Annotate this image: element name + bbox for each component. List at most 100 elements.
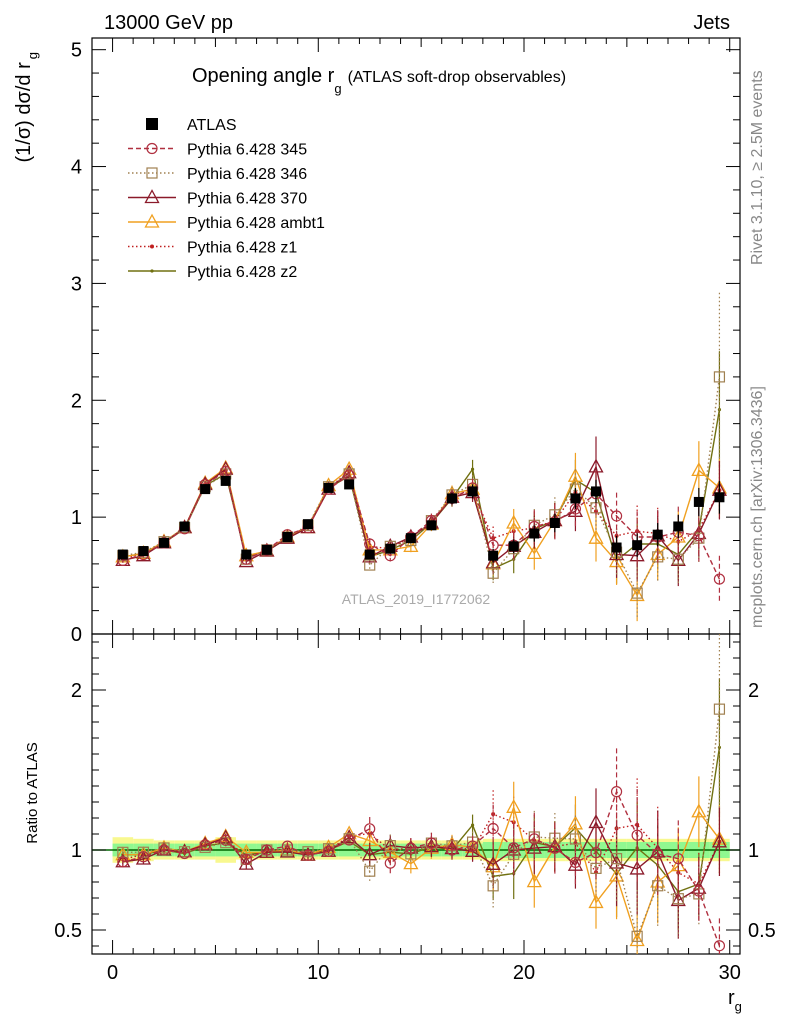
atlas-data-point <box>117 549 128 560</box>
ratio-data-point-pythia-6-428-346 <box>384 840 396 852</box>
atlas-data-point <box>447 493 457 504</box>
ratio-data-point-pythia-6-428-346 <box>487 880 499 892</box>
atlas-data-point <box>179 521 190 532</box>
ratio-data-point-pythia-6-428-345 <box>508 842 520 854</box>
x-label-text: r <box>728 987 735 1009</box>
ratio-panel-frame <box>91 633 741 955</box>
legend-marker-atlas <box>146 118 158 130</box>
atlas-data-point <box>405 533 416 544</box>
data-point-pythia-6-428-346 <box>631 587 643 599</box>
ratio-data-point-pythia-6-428-345 <box>652 848 664 860</box>
ratio-series-line-pythia-6-428-ambt1 <box>122 804 720 943</box>
ratio-data-point-pythia-6-428-345 <box>487 822 499 835</box>
ratio-data-point-pythia-6-428-345 <box>384 857 396 869</box>
ratio-data-point-pythia-6-428-ambt1 <box>629 932 645 947</box>
data-point-pythia-6-428-370 <box>608 546 625 561</box>
legend-marker-pythia-6-428-345 <box>146 142 158 155</box>
ratio-y-tick-label: 0.5 <box>54 920 82 942</box>
atlas-data-point <box>261 544 272 555</box>
title-sub: g <box>334 81 341 96</box>
x-tick-label: 10 <box>307 962 329 984</box>
atlas-data-point <box>385 543 396 554</box>
legend-marker-pythia-6-428-z1 <box>150 244 154 249</box>
ratio-data-point-pythia-6-428-345 <box>261 844 273 856</box>
mcplots-label: mcplots.cern.ch [arXiv:1306.3436] <box>749 386 766 628</box>
ratio-data-point-pythia-6-428-345 <box>631 829 643 841</box>
main-y-label-sub: g <box>25 52 40 59</box>
ratio-data-point-pythia-6-428-345 <box>425 837 438 849</box>
atlas-data-point <box>632 540 643 551</box>
legend-label-pythia-6-428-370: Pythia 6.428 370 <box>187 191 307 208</box>
data-point-pythia-6-428-ambt1 <box>526 544 542 560</box>
plot-title: Opening angle rg (ATLAS soft-drop observa… <box>192 65 566 96</box>
data-point-pythia-6-428-ambt1 <box>691 462 707 477</box>
data-point-pythia-6-428-345 <box>610 510 623 522</box>
ratio-data-point-pythia-6-428-345 <box>569 856 582 869</box>
atlas-data-point <box>303 519 313 530</box>
main-y-axis-label: (1/σ) dσ/d r g <box>13 52 40 163</box>
ratio-data-point-pythia-6-428-345 <box>302 849 314 861</box>
atlas-data-point <box>241 549 252 560</box>
data-point-pythia-6-428-z2 <box>470 467 475 471</box>
ratio-data-point-pythia-6-428-ambt1 <box>526 873 542 888</box>
legend-marker-pythia-6-428-370 <box>144 189 160 204</box>
ratio-data-point-pythia-6-428-370 <box>567 856 584 871</box>
atlas-data-point <box>220 475 231 486</box>
ratio-data-point-pythia-6-428-ambt1 <box>506 798 522 813</box>
main-y-tick-label: 2 <box>71 390 82 412</box>
legend-label-pythia-6-428-z1: Pythia 6.428 z1 <box>187 240 297 257</box>
ratio-series-line-pythia-6-428-370 <box>122 820 721 902</box>
atlas-data-point <box>282 532 293 543</box>
ratio-data-point-pythia-6-428-345 <box>610 786 623 798</box>
ratio-data-point-pythia-6-428-346 <box>631 930 643 942</box>
ratio-data-point-pythia-6-428-345 <box>240 853 252 866</box>
ratio-data-point-pythia-6-428-ambt1 <box>403 855 419 870</box>
data-point-pythia-6-428-345 <box>693 530 705 542</box>
ratio-data-point-pythia-6-428-345 <box>117 856 129 868</box>
ratio-series-line-pythia-6-428-346 <box>122 709 721 939</box>
ratio-y-tick-label-right: 2 <box>748 680 759 702</box>
series-line-pythia-6-428-z1 <box>122 469 721 560</box>
atlas-data-point <box>508 541 519 552</box>
atlas-data-point <box>138 546 149 557</box>
axes-ticks: 0 1 2 3 4 5 0 10 20 30 0.5 0.5 1 1 2 2 <box>54 38 776 984</box>
ratio-y-tick-label: 2 <box>71 680 82 702</box>
ratio-y-tick-label: 1 <box>71 840 82 862</box>
ratio-data-point-pythia-6-428-345 <box>178 847 191 860</box>
ratio-data-point-pythia-6-428-345 <box>199 839 211 851</box>
collision-label: 13000 GeV pp <box>104 12 233 34</box>
ratio-data-point-pythia-6-428-z2 <box>470 823 475 827</box>
ratio-y-tick-label-right: 1 <box>748 840 759 862</box>
ratio-data-point-pythia-6-428-345 <box>322 845 335 857</box>
legend-marker-pythia-6-428-346 <box>146 167 158 179</box>
ratio-data-point-pythia-6-428-346 <box>364 865 376 877</box>
ratio-data-point-pythia-6-428-346 <box>713 703 726 715</box>
legend-label-pythia-6-428-z2: Pythia 6.428 z2 <box>187 264 297 281</box>
atlas-data-point <box>652 529 663 540</box>
ratio-series-line-pythia-6-428-z1 <box>122 813 721 885</box>
data-point-pythia-6-428-346 <box>672 553 684 565</box>
ratio-y-tick-label-right: 0.5 <box>748 920 776 942</box>
atlas-data-point <box>529 528 540 539</box>
atlas-data-point <box>549 517 560 528</box>
series-line-pythia-6-428-345 <box>122 470 721 580</box>
x-axis-label: rg <box>728 987 742 1014</box>
ratio-data-point-pythia-6-428-345 <box>405 842 417 854</box>
ratio-data-point-pythia-6-428-345 <box>693 885 705 897</box>
data-point-pythia-6-428-345 <box>713 573 726 585</box>
x-tick-label: 30 <box>719 962 741 984</box>
ratio-data-point-pythia-6-428-345 <box>220 834 232 846</box>
data-point-pythia-6-428-ambt1 <box>506 514 522 529</box>
atlas-data-point <box>323 482 334 493</box>
main-series-group <box>115 292 728 622</box>
ratio-data-point-pythia-6-428-370 <box>711 833 728 848</box>
ratio-data-point-pythia-6-428-346 <box>302 846 314 858</box>
atlas-data-point <box>364 549 375 560</box>
legend-marker-pythia-6-428-ambt1 <box>144 213 160 228</box>
atlas-data-point <box>159 537 169 548</box>
ratio-data-point-pythia-6-428-345 <box>137 851 150 863</box>
main-y-tick-label: 3 <box>71 273 82 295</box>
legend: ATLAS Pythia 6.428 345 Pythia 6.428 346 Pyt… <box>128 117 325 281</box>
legend-label-pythia-6-428-345: Pythia 6.428 345 <box>187 142 307 159</box>
